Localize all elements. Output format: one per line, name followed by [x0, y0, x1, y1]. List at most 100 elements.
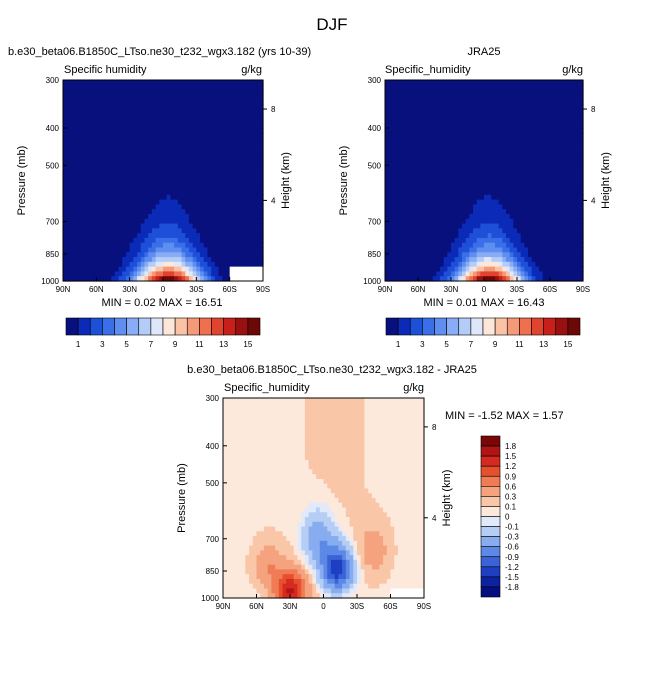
heatmap-cell: [259, 242, 264, 249]
heatmap-cell: [572, 276, 577, 282]
heatmap-cell: [443, 233, 448, 239]
heatmap-cell: [392, 166, 397, 172]
heatmap-cell: [517, 190, 522, 196]
heatmap-cell: [275, 407, 280, 413]
heatmap-cell: [225, 147, 231, 153]
heatmap-cell: [125, 127, 131, 134]
heatmap-cell: [100, 228, 105, 234]
heatmap-cell: [188, 94, 194, 100]
heatmap-cell: [553, 223, 558, 229]
heatmap-cell: [396, 108, 401, 115]
heatmap-cell: [443, 242, 448, 249]
heatmap-cell: [502, 204, 507, 210]
heatmap-cell: [564, 80, 569, 86]
heatmap-cell: [469, 218, 474, 225]
heatmap-cell: [166, 142, 171, 148]
heatmap-cell: [403, 108, 408, 115]
heatmap-cell: [166, 175, 171, 182]
heatmap-cell: [409, 398, 414, 404]
heatmap-cell: [137, 180, 142, 186]
heatmap-cell: [429, 228, 434, 234]
heatmap-cell: [63, 190, 68, 196]
heatmap-cell: [531, 118, 536, 124]
heatmap-cell: [74, 199, 79, 206]
heatmap-cell: [125, 218, 131, 225]
heatmap-cell: [473, 237, 478, 244]
heatmap-cell: [462, 261, 467, 268]
heatmap-cell: [388, 113, 393, 119]
heatmap-cell: [432, 132, 437, 139]
heatmap-cell: [553, 175, 558, 182]
heatmap-cell: [575, 252, 580, 258]
heatmap-cell: [513, 190, 518, 196]
heatmap-cell: [451, 147, 456, 153]
heatmap-cell: [170, 276, 175, 282]
heatmap-cell: [436, 194, 441, 201]
heatmap-cell: [524, 180, 529, 186]
heatmap-cell: [88, 108, 94, 115]
heatmap-cell: [429, 266, 434, 273]
heatmap-cell: [454, 237, 459, 244]
heatmap-cell: [487, 151, 492, 158]
heatmap-cell: [357, 407, 362, 413]
heatmap-cell: [520, 214, 525, 220]
heatmap-cell: [159, 204, 164, 210]
heatmap-cell: [237, 103, 242, 110]
heatmap-cell: [133, 142, 138, 148]
heatmap-cell: [392, 123, 397, 129]
heatmap-cell: [480, 180, 485, 186]
colorbar-swatch: [458, 317, 472, 336]
heatmap-cell: [255, 218, 260, 225]
heatmap-cell: [410, 161, 415, 167]
heatmap-cell: [458, 166, 463, 172]
heatmap-cell: [118, 118, 123, 124]
heatmap-cell: [487, 108, 492, 115]
heatmap-cell: [188, 252, 194, 258]
heatmap-cell: [542, 142, 547, 148]
heatmap-cell: [192, 166, 197, 172]
heatmap-cell: [66, 223, 71, 229]
heatmap-cell: [443, 194, 448, 201]
heatmap-cell: [66, 151, 71, 158]
heatmap-cell: [301, 412, 306, 418]
heatmap-cell: [535, 166, 540, 172]
heatmap-cell: [297, 407, 302, 413]
heatmap-cell: [137, 89, 142, 95]
heatmap-cell: [451, 199, 456, 206]
heatmap-cell: [170, 214, 175, 220]
heatmap-cell: [125, 266, 131, 273]
heatmap-cell: [396, 237, 401, 244]
heatmap-cell: [96, 118, 101, 124]
heatmap-cell: [421, 175, 426, 182]
heatmap-cell: [203, 108, 209, 115]
heatmap-cell: [462, 108, 467, 115]
heatmap-cell: [462, 199, 467, 206]
heatmap-cell: [92, 94, 97, 100]
heatmap-cell: [96, 80, 101, 86]
heatmap-cell: [188, 127, 194, 134]
heatmap-cell: [129, 166, 134, 172]
heatmap-cell: [290, 417, 295, 423]
heatmap-cell: [85, 118, 90, 124]
heatmap-cell: [572, 94, 577, 100]
heatmap-cell: [524, 123, 529, 129]
heatmap-cell: [396, 218, 401, 225]
heatmap-cell: [513, 80, 518, 86]
heatmap-cell: [568, 199, 573, 206]
heatmap-cell: [579, 194, 584, 201]
heatmap-cell: [174, 247, 179, 253]
heatmap-cell: [66, 123, 71, 129]
heatmap-cell: [229, 99, 234, 105]
heatmap-cell: [392, 204, 397, 210]
heatmap-cell: [111, 170, 116, 177]
heatmap-cell: [330, 398, 336, 404]
heatmap-cell: [414, 99, 419, 105]
heatmap-cell: [129, 113, 134, 119]
heatmap-cell: [410, 108, 415, 115]
heatmap-cell: [240, 218, 246, 225]
colorbar-swatch: [385, 317, 399, 336]
heatmap-cell: [144, 276, 149, 282]
heatmap-cell: [429, 94, 434, 100]
heatmap-cell: [465, 142, 470, 148]
heatmap-cell: [418, 132, 423, 139]
